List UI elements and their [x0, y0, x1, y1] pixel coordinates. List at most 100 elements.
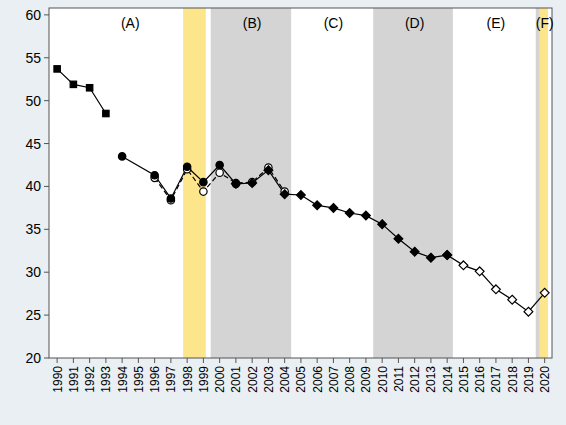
x-tick-label: 2011	[392, 366, 406, 392]
x-tick-label: 1994	[116, 366, 130, 393]
data-point	[231, 179, 240, 188]
data-point	[329, 203, 338, 212]
data-point	[118, 153, 125, 160]
data-point	[200, 178, 207, 185]
x-tick	[463, 358, 464, 363]
period-band	[211, 8, 291, 358]
y-tick	[44, 272, 49, 273]
x-tick-label: 2008	[343, 366, 357, 393]
data-point	[313, 201, 322, 210]
plot-background	[49, 8, 552, 358]
x-tick-label: 2019	[522, 366, 536, 393]
data-point	[86, 85, 92, 91]
x-tick-label: 2017	[489, 366, 503, 393]
period-label: (E)	[487, 15, 506, 31]
data-point	[54, 66, 60, 72]
data-point	[540, 288, 549, 297]
period-label: (C)	[324, 15, 343, 31]
x-tick-label: 1998	[181, 366, 195, 393]
period-label: (D)	[405, 15, 424, 31]
data-point	[216, 169, 223, 176]
x-tick	[235, 358, 236, 363]
data-point	[362, 211, 371, 220]
series-line	[236, 170, 447, 258]
x-tick	[349, 358, 350, 363]
y-tick-label: 60	[25, 7, 41, 23]
x-tick-label: 1999	[197, 366, 211, 393]
y-tick	[44, 229, 49, 230]
data-point	[183, 163, 190, 170]
data-point	[70, 81, 76, 87]
data-point	[216, 161, 223, 168]
x-tick-label: 2006	[311, 366, 325, 393]
x-tick-label: 2004	[278, 366, 292, 393]
x-tick-label: 2014	[441, 366, 455, 393]
data-point	[459, 261, 468, 270]
x-tick	[170, 358, 171, 363]
x-tick-label: 2012	[408, 366, 422, 393]
x-tick-label: 2010	[376, 366, 390, 393]
data-point	[394, 234, 403, 243]
y-tick	[44, 315, 49, 316]
x-tick	[430, 358, 431, 363]
series-line	[122, 156, 236, 198]
data-point	[524, 307, 533, 316]
x-tick	[138, 358, 139, 363]
x-tick-label: 2016	[473, 366, 487, 393]
series-line	[57, 69, 106, 114]
data-point	[443, 251, 452, 260]
plot-frame	[49, 8, 552, 358]
x-tick-label: 1996	[148, 366, 162, 393]
y-tick	[44, 57, 49, 58]
data-point	[492, 285, 501, 294]
y-tick	[44, 143, 49, 144]
x-tick-label: 2015	[457, 366, 471, 393]
period-label: (F)	[536, 15, 554, 31]
data-point	[280, 190, 289, 199]
x-tick-label: 2005	[294, 366, 308, 393]
series-line	[447, 255, 545, 312]
period-label: (B)	[243, 15, 262, 31]
y-tick	[44, 100, 49, 101]
x-tick	[365, 358, 366, 363]
x-tick	[544, 358, 545, 363]
x-tick-label: 1991	[67, 366, 81, 393]
x-tick	[398, 358, 399, 363]
plot-area	[54, 8, 549, 358]
y-tick-label: 25	[25, 307, 41, 323]
period-band	[540, 8, 548, 358]
y-tick-label: 35	[25, 221, 41, 237]
data-point	[443, 251, 452, 260]
x-tick-label: 2018	[506, 366, 520, 393]
x-tick	[333, 358, 334, 363]
x-tick	[89, 358, 90, 363]
x-tick	[219, 358, 220, 363]
x-tick	[268, 358, 269, 363]
x-tick	[203, 358, 204, 363]
x-tick-label: 2013	[424, 366, 438, 393]
x-tick	[122, 358, 123, 363]
x-tick	[447, 358, 448, 363]
y-tick-label: 45	[25, 136, 41, 152]
period-band	[536, 8, 540, 358]
x-tick-label: 1997	[164, 366, 178, 393]
y-tick-label: 55	[25, 50, 41, 66]
x-tick	[154, 358, 155, 363]
y-tick	[44, 186, 49, 187]
data-point	[378, 220, 387, 229]
x-tick-label: 2002	[246, 366, 260, 393]
y-tick	[44, 358, 49, 359]
x-tick	[57, 358, 58, 363]
x-tick-label: 1993	[99, 366, 113, 393]
data-point	[427, 253, 436, 262]
x-tick	[528, 358, 529, 363]
data-point	[151, 172, 158, 179]
x-tick-label: 1992	[83, 366, 97, 393]
x-tick-label: 1990	[51, 366, 65, 393]
x-tick-label: 2000	[213, 366, 227, 393]
x-tick-label: 1995	[132, 366, 146, 393]
x-tick	[414, 358, 415, 363]
chart: (A)(B)(C)(D)(E)(F)2025303540455055601990…	[0, 0, 566, 425]
data-point	[345, 209, 354, 218]
x-tick	[479, 358, 480, 363]
